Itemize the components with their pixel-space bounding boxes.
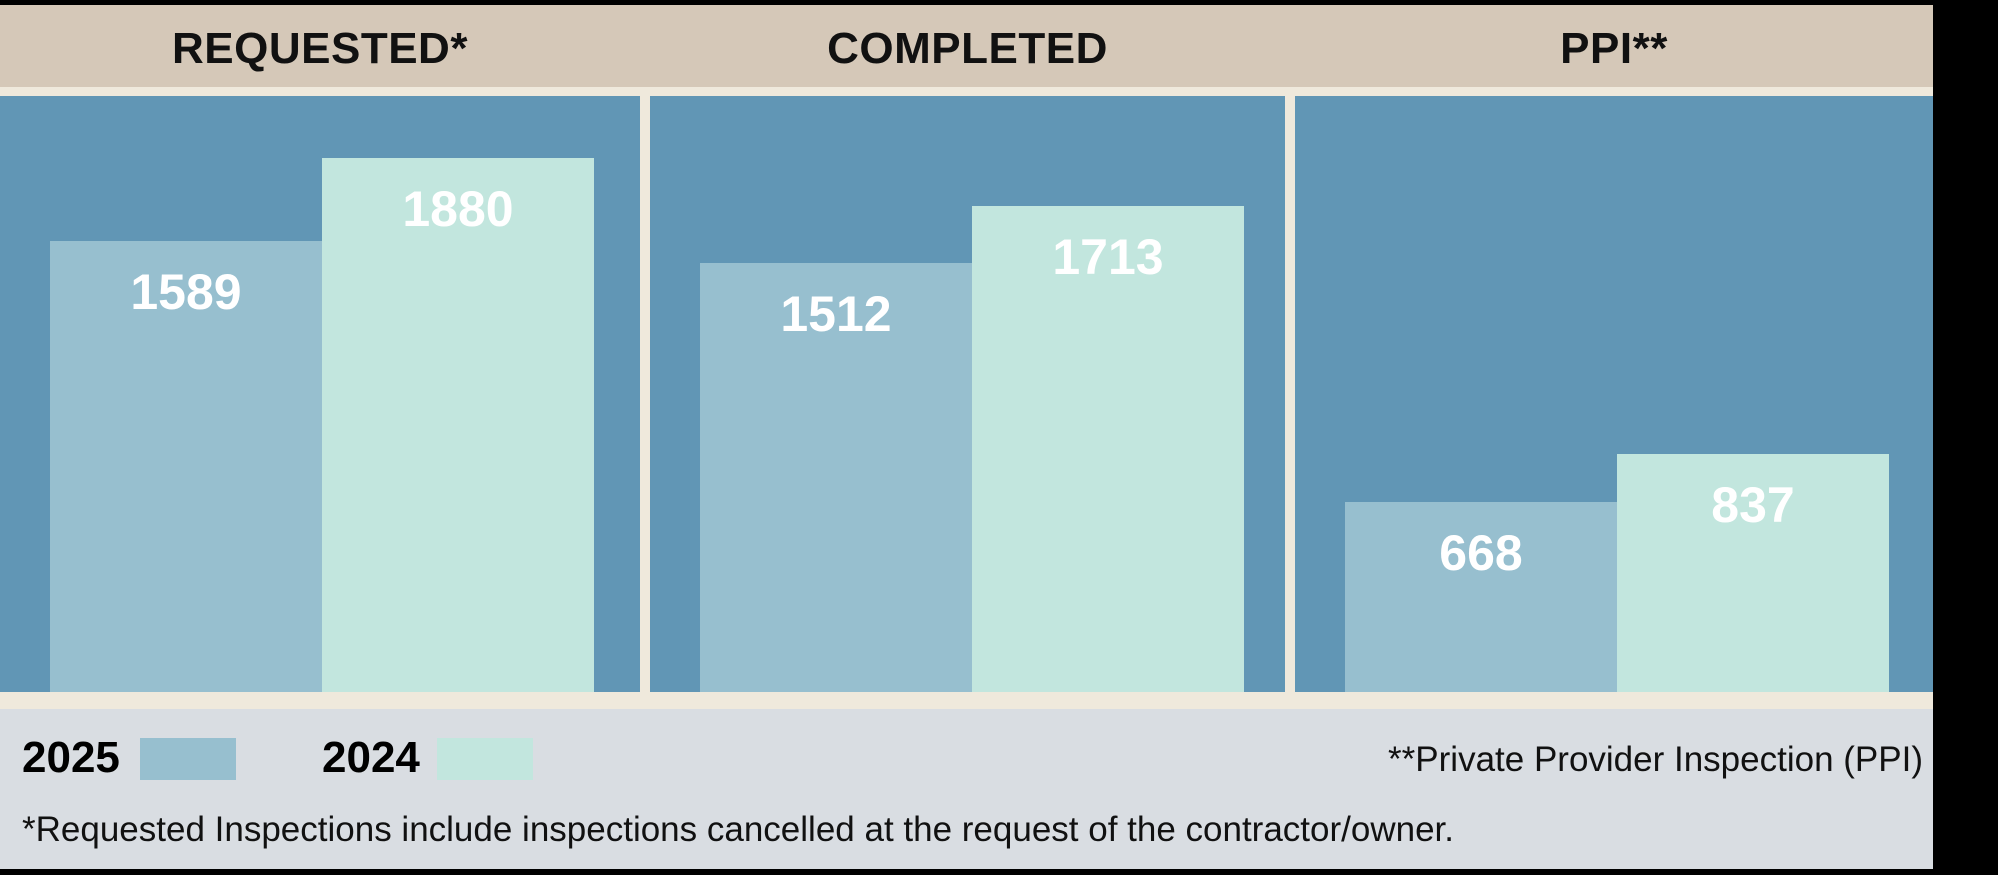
requested-footnote: *Requested Inspections include inspectio… [22, 810, 1454, 849]
category-title: REQUESTED* [172, 24, 468, 73]
category-title: COMPLETED [827, 24, 1108, 73]
bar-2025 [700, 262, 972, 692]
legend-footer [0, 709, 1933, 869]
bar-2024 [972, 205, 1244, 692]
header-band [0, 5, 1933, 87]
category-title: PPI** [1560, 24, 1668, 73]
bar-2024 [322, 158, 594, 692]
bar-2025 [50, 241, 322, 692]
bar-value-label: 668 [1439, 525, 1523, 582]
legend-swatch-2024 [437, 738, 533, 780]
panel-divider [1285, 96, 1295, 692]
ppi-footnote: **Private Provider Inspection (PPI) [1388, 740, 1923, 779]
bar-value-label: 1880 [402, 181, 514, 238]
panel-divider [640, 96, 650, 692]
legend-label-2025: 2025 [22, 733, 120, 782]
bar-value-label: 1713 [1052, 228, 1164, 285]
baseline-band [0, 692, 1933, 709]
legend-label-2024: 2024 [322, 733, 420, 782]
bar-value-label: 1589 [130, 264, 242, 321]
bar-value-label: 1512 [780, 285, 892, 342]
bar-value-label: 837 [1711, 477, 1795, 534]
legend-swatch-2025 [140, 738, 236, 780]
bar-2024 [1617, 454, 1889, 692]
bar-2025 [1345, 502, 1617, 692]
header-separator [0, 87, 1933, 96]
